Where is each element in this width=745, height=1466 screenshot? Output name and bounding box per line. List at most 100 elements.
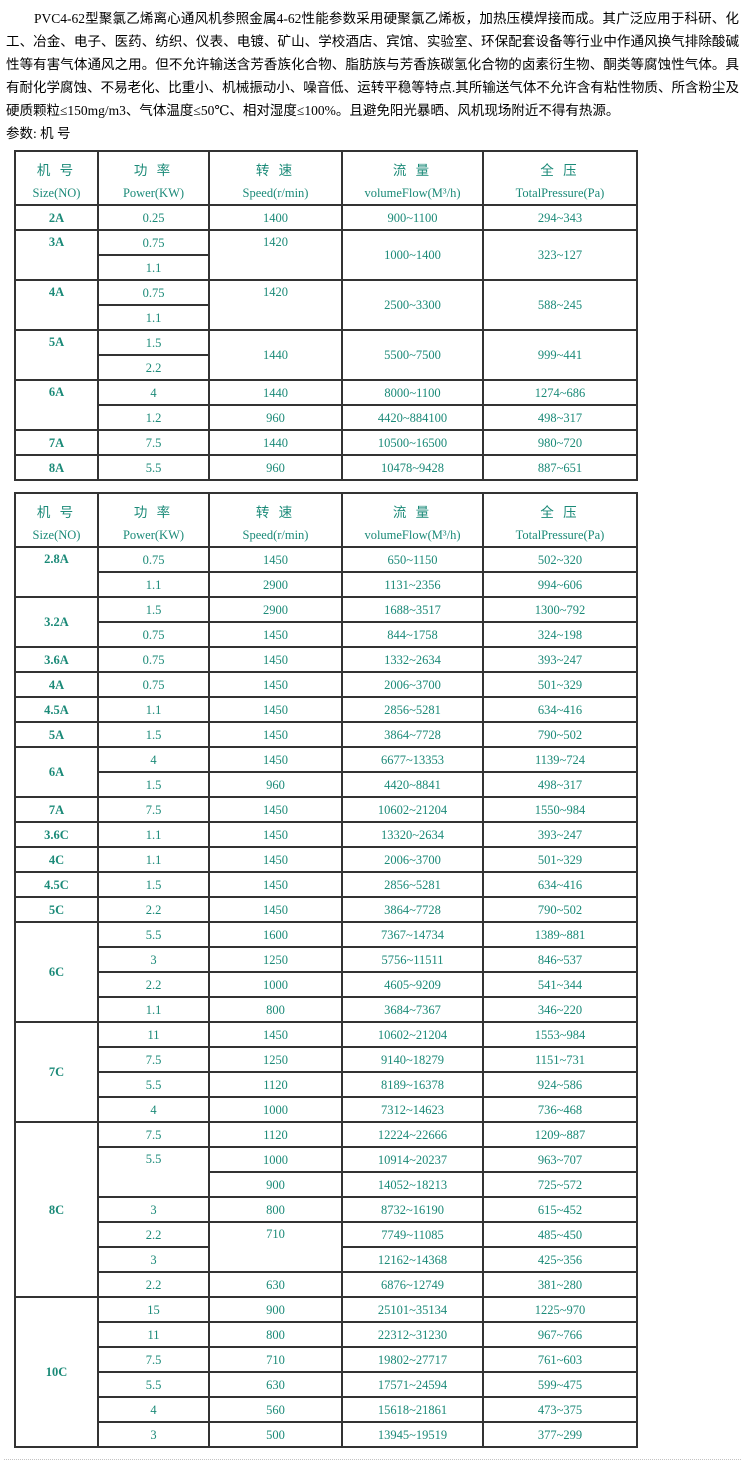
data-cell: 381~280	[482, 1271, 638, 1298]
data-cell: 1000	[208, 971, 343, 998]
data-cell: 3	[97, 1246, 210, 1273]
data-cell: 1250	[208, 946, 343, 973]
data-cell: 1450	[208, 696, 343, 723]
data-cell: 1209~887	[482, 1121, 638, 1148]
data-cell: 630	[208, 1371, 343, 1398]
data-cell: 7.5	[97, 1121, 210, 1148]
data-cell: 6876~12749	[341, 1271, 484, 1298]
table-row: 1.1	[15, 304, 637, 331]
data-cell: 4	[97, 746, 210, 773]
data-cell: 5.5	[97, 1071, 210, 1098]
data-cell: 1000	[208, 1146, 343, 1173]
data-cell: 0.25	[97, 204, 210, 231]
data-cell: 1450	[208, 671, 343, 698]
data-cell: 294~343	[482, 204, 638, 231]
table-row: 2.8A 0.75 1450 650~1150 502~320	[14, 546, 638, 598]
data-cell: 22312~31230	[341, 1321, 484, 1348]
data-cell: 0.75	[97, 646, 210, 673]
column-header-power: 功 率 Power(KW)	[97, 150, 210, 206]
table-header-row: 机 号 Size(NO) 功 率 Power(KW) 转 速 Speed(r/min) 流 …	[14, 150, 638, 206]
data-cell: 541~344	[482, 971, 638, 998]
data-cell: 15	[97, 1296, 210, 1323]
column-header-flow: 流 量 volumeFlow(M³/h)	[341, 492, 484, 548]
table-row: 7.5 1250 9140~18279 1151~731	[15, 1046, 638, 1073]
size-cell: 5A	[14, 721, 99, 748]
data-cell: 1450	[208, 746, 343, 773]
data-cell: 2.2	[97, 354, 210, 381]
data-cell: 900~1100	[341, 204, 484, 231]
data-cell: 15618~21861	[341, 1396, 484, 1423]
size-cell: 7C	[14, 1021, 99, 1123]
size-cell: 3A	[14, 229, 99, 281]
data-cell: 2006~3700	[341, 846, 484, 873]
data-cell: 1450	[208, 896, 343, 923]
column-header-pressure: 全 压 TotalPressure(Pa)	[482, 492, 638, 548]
data-cell: 2.2	[97, 1221, 210, 1248]
table-row: 10C 15 900 25101~35134 1225~970	[14, 1296, 638, 1448]
data-cell: 960	[208, 404, 343, 431]
data-cell: 393~247	[482, 821, 638, 848]
size-cell: 4.5A	[14, 696, 99, 723]
data-cell: 1120	[208, 1121, 343, 1148]
data-cell: 900	[208, 1171, 343, 1198]
data-cell: 999~441	[482, 329, 638, 381]
data-cell: 5.5	[97, 921, 210, 948]
data-cell: 1450	[208, 546, 343, 573]
table-row: 1.1 2900 1131~2356 994~606	[15, 571, 638, 598]
data-cell: 1.1	[97, 254, 210, 281]
table-row: 2.2 630 6876~12749 381~280	[15, 1271, 638, 1298]
data-cell: 7312~14623	[341, 1096, 484, 1123]
size-cell: 6A	[14, 379, 99, 431]
data-cell: 2900	[208, 571, 343, 598]
data-cell: 1.1	[97, 571, 210, 598]
table-row: 1.5 960 4420~8841 498~317	[15, 771, 638, 798]
data-cell: 5500~7500	[341, 329, 484, 381]
data-cell: 11	[97, 1321, 210, 1348]
data-cell: 1.5	[97, 871, 210, 898]
data-cell: 1450	[208, 1021, 343, 1048]
data-cell: 4	[97, 379, 210, 406]
data-cell: 967~766	[482, 1321, 638, 1348]
table-row: 6A 4 1440 8000~1100 1274~686	[14, 379, 638, 431]
data-cell: 3	[97, 1196, 210, 1223]
data-cell: 1.1	[97, 996, 210, 1023]
data-cell: 0.75	[97, 671, 210, 698]
size-cell: 2.8A	[14, 546, 99, 598]
table-row: 2.2 1000 4605~9209 541~344	[15, 971, 638, 998]
data-cell: 2006~3700	[341, 671, 484, 698]
size-cell: 3.6C	[14, 821, 99, 848]
size-cell: 5C	[14, 896, 99, 923]
table-row: 6C 5.5 1600 7367~14734 1389~881	[14, 921, 638, 1023]
data-cell: 1440	[208, 329, 343, 381]
data-cell: 1225~970	[482, 1296, 638, 1323]
data-cell: 1440	[208, 379, 343, 406]
table-row: 1.1	[15, 254, 637, 281]
table-row: 11 800 22312~31230 967~766	[15, 1321, 638, 1348]
data-cell: 5.5	[97, 1146, 210, 1198]
data-cell: 1688~3517	[341, 596, 484, 623]
data-cell: 963~707	[482, 1146, 638, 1173]
table-row: 3 1250 5756~11511 846~537	[15, 946, 638, 973]
data-cell: 2856~5281	[341, 696, 484, 723]
data-cell: 19802~27717	[341, 1346, 484, 1373]
data-cell: 1332~2634	[341, 646, 484, 673]
data-cell: 10914~20237	[341, 1146, 484, 1173]
size-cell: 6A	[14, 746, 99, 798]
data-cell: 11	[97, 1021, 210, 1048]
data-cell: 1.5	[97, 596, 210, 623]
data-cell: 710	[208, 1346, 343, 1373]
data-cell: 2.2	[97, 1271, 210, 1298]
data-cell: 5756~11511	[341, 946, 484, 973]
data-cell: 1.1	[97, 696, 210, 723]
table-row: 4 560 15618~21861 473~375	[15, 1396, 638, 1423]
data-cell: 1550~984	[482, 796, 638, 823]
data-cell: 485~450	[482, 1221, 638, 1248]
table-row: 3.6C 1.1 1450 13320~2634 393~247	[14, 821, 638, 848]
data-cell: 3864~7728	[341, 896, 484, 923]
data-cell: 4420~8841	[341, 771, 484, 798]
data-cell: 7.5	[97, 1346, 210, 1373]
data-cell: 3	[97, 946, 210, 973]
size-cell: 5A	[14, 329, 99, 381]
data-cell: 800	[208, 1321, 343, 1348]
data-cell: 1250	[208, 1046, 343, 1073]
